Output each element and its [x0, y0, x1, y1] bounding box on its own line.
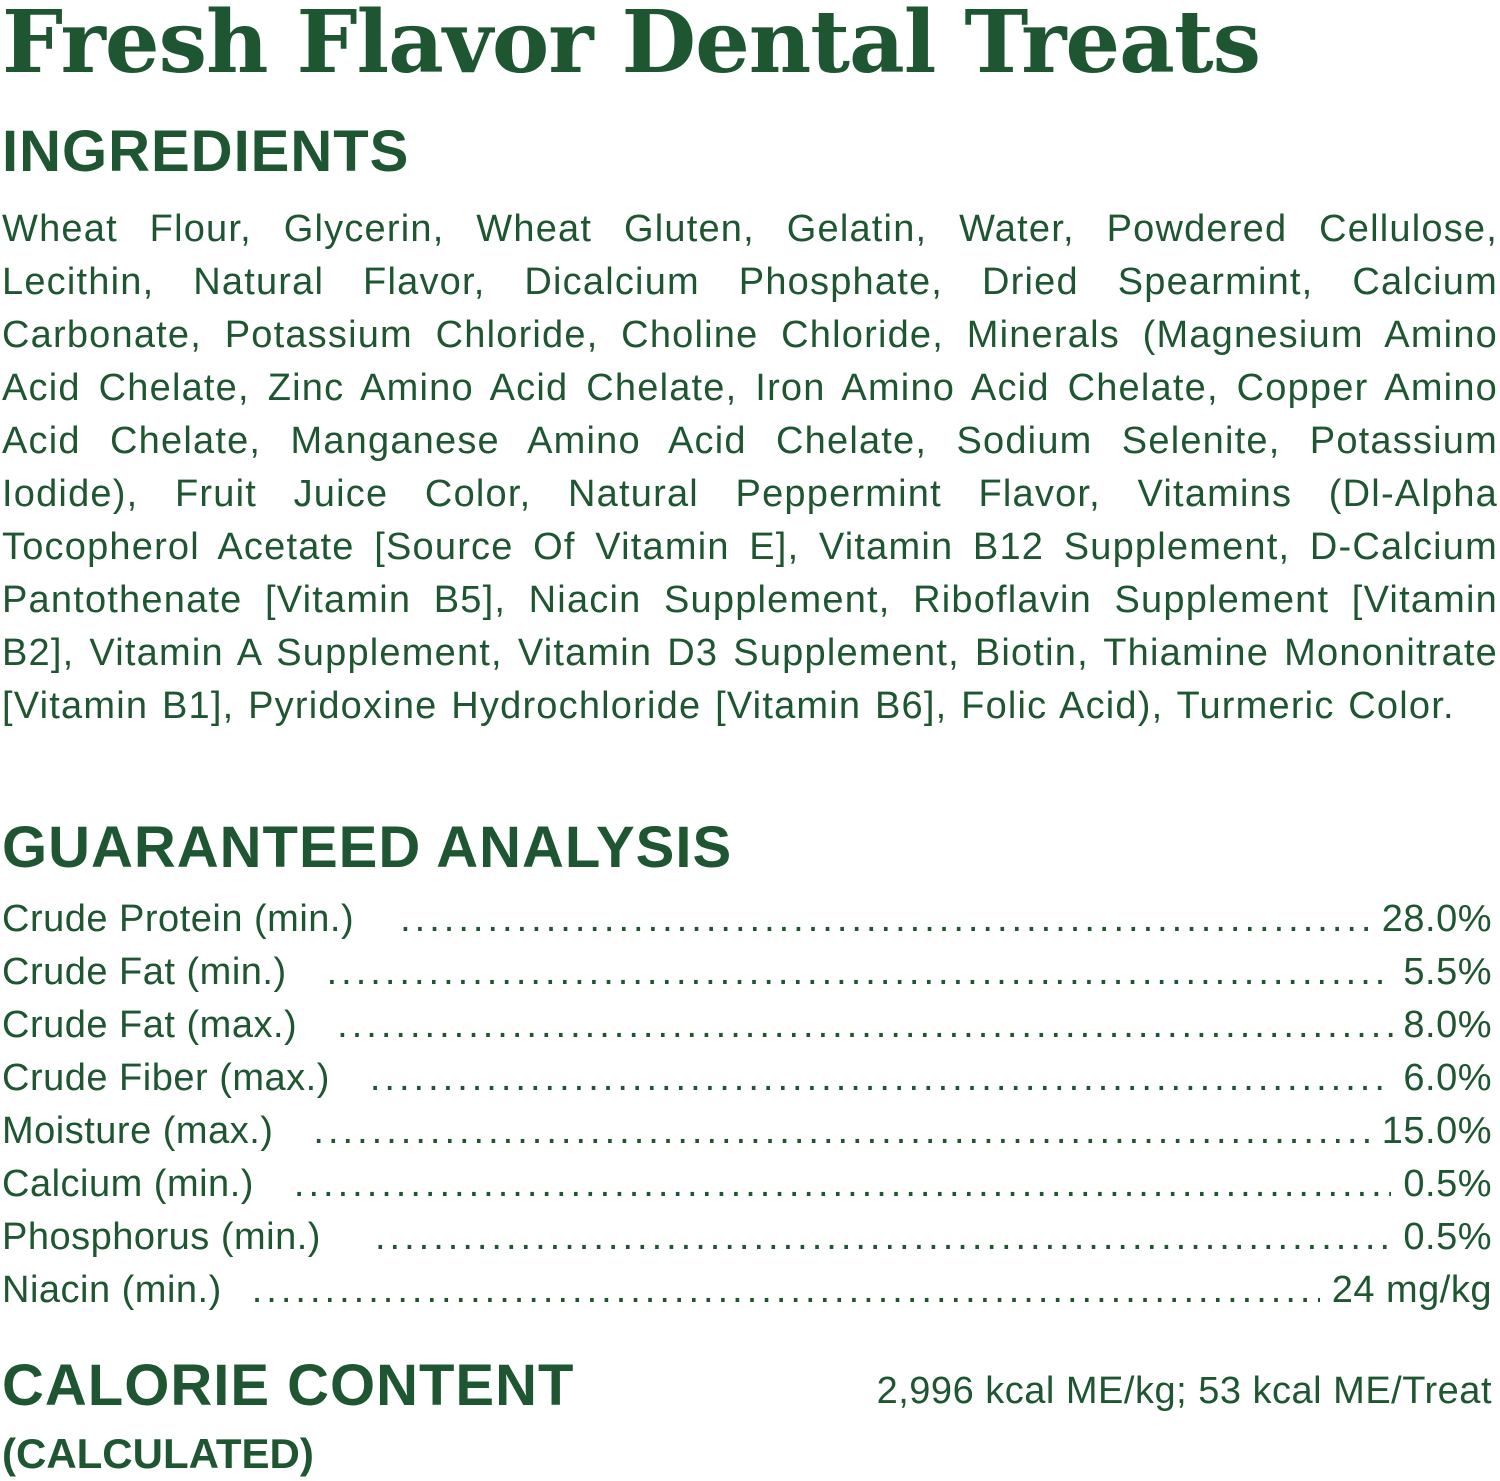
analysis-label: Crude Fat (min.) [2, 951, 287, 993]
analysis-row: Crude Fiber (max.) 6.0% [2, 1057, 1492, 1110]
calorie-value: 2,996 kcal ME/kg; 53 kcal ME/Treat [876, 1370, 1492, 1412]
dot-leader [337, 1004, 1403, 1047]
dot-leader [313, 1110, 1369, 1153]
analysis-table: Crude Protein (min.) 28.0% Crude Fat (min… [2, 898, 1492, 1322]
analysis-row: Calcium (min.) 0.5% [2, 1163, 1492, 1216]
dot-leader [252, 1269, 1320, 1312]
analysis-value: 0.5% [1403, 1163, 1492, 1205]
analysis-label: Phosphorus (min.) [2, 1216, 321, 1258]
analysis-value: 28.0% [1381, 898, 1492, 940]
analysis-label: Calcium (min.) [2, 1163, 254, 1205]
ingredients-text: Wheat Flour, Glycerin, Wheat Gluten, Gel… [2, 208, 1498, 727]
analysis-label: Crude Fiber (max.) [2, 1057, 330, 1099]
dot-leader [400, 898, 1370, 941]
calorie-subheading: (CALCULATED) [2, 1430, 314, 1477]
analysis-row: Crude Protein (min.) 28.0% [2, 898, 1492, 951]
analysis-row: Crude Fat (min.) 5.5% [2, 951, 1492, 1004]
analysis-label: Niacin (min.) [2, 1269, 222, 1311]
analysis-value: 6.0% [1403, 1057, 1492, 1099]
page-title: Fresh Flavor Dental Treats [2, 0, 1261, 93]
analysis-row: Moisture (max.) 15.0% [2, 1110, 1492, 1163]
analysis-row: Phosphorus (min.) 0.5% [2, 1216, 1492, 1269]
analysis-value: 24 mg/kg [1331, 1269, 1492, 1311]
analysis-value: 0.5% [1403, 1216, 1492, 1258]
dot-leader [327, 951, 1392, 994]
analysis-value: 5.5% [1403, 951, 1492, 993]
analysis-row: Crude Fat (max.) 8.0% [2, 1004, 1492, 1057]
dot-leader [294, 1163, 1391, 1206]
analysis-row: Niacin (min.) 24 mg/kg [2, 1269, 1492, 1322]
dot-leader [375, 1216, 1391, 1259]
dot-leader [370, 1057, 1392, 1100]
analysis-value: 15.0% [1381, 1110, 1492, 1152]
analysis-label: Moisture (max.) [2, 1110, 274, 1152]
analysis-value: 8.0% [1403, 1004, 1492, 1046]
ingredients-heading: INGREDIENTS [2, 119, 410, 184]
analysis-label: Crude Fat (max.) [2, 1004, 298, 1046]
calorie-heading: CALORIE CONTENT [2, 1353, 575, 1418]
analysis-label: Crude Protein (min.) [2, 898, 355, 940]
analysis-heading: GUARANTEED ANALYSIS [2, 815, 733, 880]
